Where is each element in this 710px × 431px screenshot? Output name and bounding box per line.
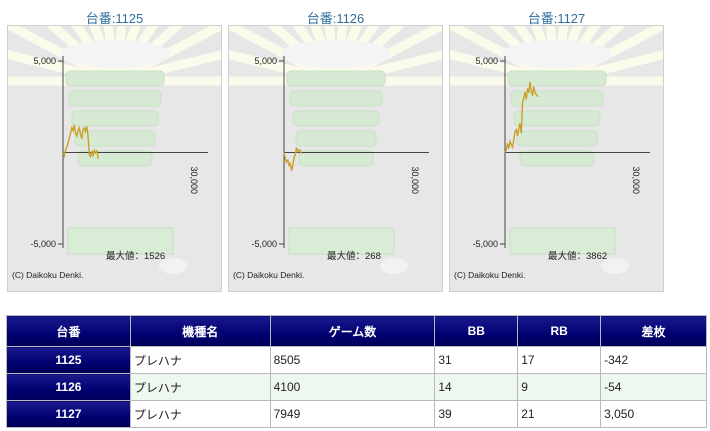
y-tick-label: 5,000	[475, 56, 498, 66]
slot-table: 台番 機種名 ゲーム数 BB RB 差枚 1125 プレハナ 8505 31 1…	[6, 315, 707, 428]
machine-number[interactable]: 1125	[6, 346, 131, 374]
background-ray	[112, 26, 221, 85]
background-tray	[74, 130, 156, 147]
game-count: 4100	[269, 373, 436, 401]
background-tray	[292, 110, 380, 127]
game-count: 8505	[269, 346, 436, 374]
table-row: 1127 プレハナ 7949 39 21 3,050	[6, 400, 707, 428]
machine-number[interactable]: 1126	[6, 373, 131, 401]
background-coins	[281, 40, 391, 68]
graph-panel-1127: 台番:1127 5,000 -5,000 30,000 最大値：3862 (C) Dai…	[449, 0, 664, 292]
coin-diff: 3,050	[600, 400, 707, 428]
copyright-label: (C) Daikoku Denki.	[233, 270, 304, 280]
rb-count: 9	[517, 373, 602, 401]
coin-diff: -54	[600, 373, 707, 401]
background-coins	[502, 40, 612, 68]
background-pad	[67, 227, 174, 255]
y-tick-label: -5,000	[251, 239, 277, 249]
background-tray	[516, 130, 598, 147]
slot-graph: 5,000 -5,000 30,000 最大値：3862 (C) Daikoku Den…	[449, 25, 664, 292]
background-tray	[519, 150, 595, 167]
y-tick-label: -5,000	[472, 239, 498, 249]
series-line	[62, 124, 100, 159]
rb-count: 17	[517, 346, 602, 374]
background-tray	[77, 150, 153, 167]
model-name: プレハナ	[129, 346, 271, 374]
table-header-row: 台番 機種名 ゲーム数 BB RB 差枚	[6, 315, 707, 347]
y-tick-label: 5,000	[33, 56, 56, 66]
series-line	[283, 147, 302, 171]
background-ray	[450, 26, 560, 85]
graph-svg: 5,000 -5,000 30,000 最大値：1526 (C) Daikoku Den…	[8, 26, 221, 280]
coin-diff: -342	[600, 346, 707, 374]
background-ray	[333, 26, 442, 85]
col-header-games: ゲーム数	[269, 315, 436, 347]
background-ray	[229, 26, 339, 85]
background-coin-pile	[159, 258, 187, 274]
col-header-bb: BB	[434, 315, 519, 347]
col-header-number: 台番	[6, 315, 131, 347]
x-tick-label: 30,000	[631, 167, 641, 195]
bb-count: 14	[434, 373, 519, 401]
background-coin-pile	[601, 258, 629, 274]
background-coins	[60, 40, 170, 68]
x-tick-label: 30,000	[410, 167, 420, 195]
panel-title[interactable]: 台番:1127	[527, 11, 586, 26]
y-tick-label: -5,000	[30, 239, 56, 249]
panel-title[interactable]: 台番:1126	[306, 11, 365, 26]
series-line	[504, 81, 539, 153]
graph-panel-1126: 台番:1126 5,000 -5,000 30,000 最大値：268 (C) Daik…	[228, 0, 443, 292]
background-tray	[289, 90, 383, 107]
graph-svg: 5,000 -5,000 30,000 最大値：3862 (C) Daikoku Den…	[450, 26, 663, 280]
rb-count: 21	[517, 400, 602, 428]
model-name: プレハナ	[129, 373, 271, 401]
slot-graph: 5,000 -5,000 30,000 最大値：1526 (C) Daikoku Den…	[7, 25, 222, 292]
x-tick-label: 30,000	[189, 167, 199, 195]
background-pad	[509, 227, 616, 255]
background-tray	[513, 110, 601, 127]
bb-count: 39	[434, 400, 519, 428]
col-header-diff: 差枚	[600, 315, 707, 347]
graph-background	[229, 26, 442, 274]
model-name: プレハナ	[129, 400, 271, 428]
copyright-label: (C) Daikoku Denki.	[454, 270, 525, 280]
bb-count: 31	[434, 346, 519, 374]
background-pad	[288, 227, 395, 255]
background-tray	[298, 150, 374, 167]
table-row: 1125 プレハナ 8505 31 17 -342	[6, 346, 707, 374]
background-coin-pile	[380, 258, 408, 274]
machine-number[interactable]: 1127	[6, 400, 131, 428]
panel-title[interactable]: 台番:1125	[85, 11, 144, 26]
graph-background	[450, 26, 663, 274]
graph-panel-1125: 台番:1125 5,000 -5,000 30,000 最大値：1526 (C) Dai…	[7, 0, 222, 292]
y-tick-label: 5,000	[254, 56, 277, 66]
col-header-rb: RB	[517, 315, 602, 347]
col-header-model: 機種名	[129, 315, 271, 347]
graph-background	[8, 26, 221, 274]
background-tray	[71, 110, 159, 127]
slot-graph: 5,000 -5,000 30,000 最大値：268 (C) Daikoku Denk…	[228, 25, 443, 292]
graph-svg: 5,000 -5,000 30,000 最大値：268 (C) Daikoku Denk…	[229, 26, 442, 280]
background-ray	[8, 26, 118, 85]
background-tray	[295, 130, 377, 147]
background-tray	[510, 90, 604, 107]
max-value-label: 最大値：1526	[106, 250, 165, 262]
background-tray	[65, 70, 165, 87]
max-value-label: 最大値：268	[327, 250, 381, 262]
background-ray	[554, 26, 663, 85]
copyright-label: (C) Daikoku Denki.	[12, 270, 83, 280]
background-tray	[507, 70, 607, 87]
game-count: 7949	[269, 400, 436, 428]
table-row: 1126 プレハナ 4100 14 9 -54	[6, 373, 707, 401]
max-value-label: 最大値：3862	[548, 250, 607, 262]
background-tray	[68, 90, 162, 107]
background-tray	[286, 70, 386, 87]
